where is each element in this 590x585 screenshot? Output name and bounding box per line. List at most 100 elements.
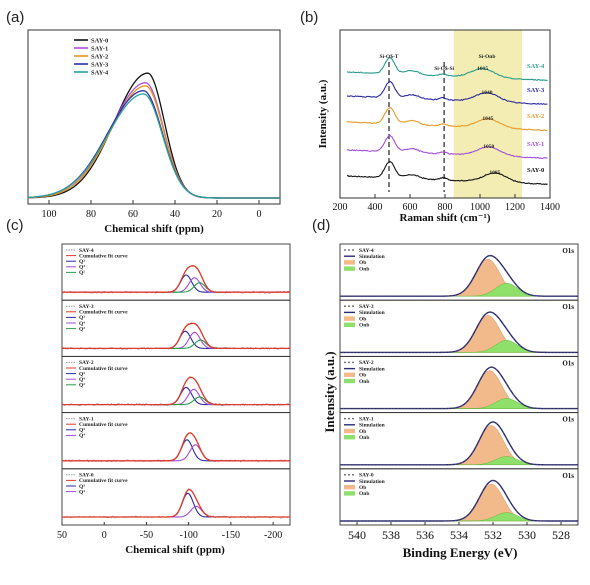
panel-d-data-point <box>570 520 572 522</box>
panel-d-data-point <box>353 408 355 410</box>
panel-d-data-point <box>366 295 368 297</box>
panel-c-cumulative-fit <box>62 265 290 293</box>
panel-d-data-point <box>346 295 348 297</box>
panel-d-data-point <box>492 421 494 423</box>
panel-d-data-point <box>495 314 497 317</box>
panel-d-data-point <box>502 377 504 380</box>
panel-d-data-point <box>475 503 477 505</box>
panel-d-data-point <box>499 372 501 375</box>
panel-d-data-point <box>461 291 463 293</box>
panel-d-data-point <box>574 408 576 410</box>
panel-c-tick-label: -100 <box>179 530 197 541</box>
panel-d-data-point <box>540 464 542 466</box>
panel-d-ob-area <box>340 370 578 409</box>
panel-d-data-point <box>342 408 344 410</box>
panel-d-data-point <box>431 351 433 353</box>
panel-c-tick-label: -150 <box>222 530 240 541</box>
panel-d-data-point <box>472 334 474 336</box>
panel-d-data-point <box>529 294 532 296</box>
panel-d-legend-swatch <box>344 361 346 364</box>
panel-d-row-frame <box>339 468 579 526</box>
panel-d-data-point <box>533 519 535 522</box>
panel-d-data-point <box>482 432 484 434</box>
panel-d-data-point <box>363 520 365 522</box>
panel-b-annotation: Si-Onb <box>479 54 496 60</box>
panel-d-data-point <box>478 322 480 324</box>
panel-b-curves: SAY-0 1085 SAY-1 1050 SAY-2 1045 SAY-3 1040 SAY-… <box>346 56 548 186</box>
panel-d-data-point <box>567 408 569 410</box>
panel-d-tick-label: 538 <box>382 528 400 542</box>
panel-d-data-point <box>393 295 395 297</box>
panel-d-data-point <box>390 408 392 410</box>
panel-d-data-point <box>434 407 436 410</box>
panel-d-data-point <box>421 408 423 410</box>
panel-d-data-point <box>526 349 528 351</box>
panel-d-data-point <box>431 520 433 522</box>
panel-d-data-point <box>506 328 508 330</box>
panel-d-legend-swatch <box>344 491 355 496</box>
panel-d-data-point <box>546 351 549 353</box>
panel-d-data-point <box>397 464 399 466</box>
panel-b-peak-label: 1015 <box>477 66 488 72</box>
panel-d-data-point <box>526 405 528 407</box>
panel-d-data-point <box>342 295 344 297</box>
panel-d-data-point <box>444 351 446 353</box>
panel-d-data-point <box>546 520 549 522</box>
panel-d-data-point <box>536 295 538 297</box>
panel-d-data-point <box>506 437 508 440</box>
panel-a-legend-label: SAY-0 <box>91 37 108 44</box>
panel-d-data-point <box>342 520 344 522</box>
panel-d-data-point <box>444 407 446 410</box>
panel-d-legend-swatch <box>348 361 350 364</box>
panel-c-legend-label: Cumulative fit curve <box>79 310 128 316</box>
panel-c-legend-label: Q² <box>79 383 85 389</box>
panel-b-annotation: Si-O$-Si <box>434 65 454 72</box>
panel-d-data-point <box>359 295 361 297</box>
panel-d-data-point <box>523 291 525 293</box>
panel-c-x-ticks: 50 0 -50 -100 -150 -200 <box>57 522 282 541</box>
panel-b-tick-label: 600 <box>403 202 418 213</box>
panel-d-legend-label: Ob <box>359 260 366 266</box>
panel-d-data-point <box>383 295 385 297</box>
panel-d-data-point <box>482 260 484 262</box>
panel-d-data-point <box>482 374 484 376</box>
panel-d-data-point <box>359 464 361 466</box>
panel-d-data-point <box>465 459 467 461</box>
panel-d-row-frame <box>339 412 579 470</box>
panel-d: O1sSAY-4SimulationObOnbO1sSAY-3Simulatio… <box>322 243 579 560</box>
panel-d-legend-swatch <box>344 316 355 321</box>
panel-d-data-point <box>356 351 358 353</box>
panel-d-data-point <box>370 408 372 410</box>
panel-d-data-point <box>448 464 450 466</box>
panel-d-data-point <box>512 280 515 282</box>
panel-d-data-point <box>373 351 375 353</box>
panel-d-data-point <box>499 484 501 486</box>
panel-d-data-point <box>465 344 467 346</box>
panel-c-cumulative-fit <box>62 376 290 406</box>
panel-d-data-point <box>400 408 402 410</box>
panel-d-data-point <box>475 328 477 330</box>
panel-d-legend-swatch <box>344 249 346 251</box>
panel-d-data-point <box>570 295 572 297</box>
panel-d-data-point <box>519 457 521 460</box>
panel-d-data-point <box>574 520 576 522</box>
panel-d-data-point <box>516 341 518 343</box>
panel-c-legend-label: Q⁴ <box>79 377 85 383</box>
panel-d-data-point <box>407 520 409 522</box>
panel-b-tick-label: 1400 <box>540 202 560 213</box>
panel-d-data-point <box>478 265 480 268</box>
panel-d-legend-swatch <box>344 266 355 271</box>
panel-d-simulation <box>340 254 578 297</box>
panel-d-data-point <box>441 464 443 466</box>
panel-d-ob-area <box>340 315 578 353</box>
panel-d-data-point <box>499 261 501 264</box>
panel-d-data-point <box>553 351 555 353</box>
panel-d-data-point <box>458 406 460 408</box>
panel-d-data-point <box>363 351 365 353</box>
panel-d-legend-swatch <box>348 249 350 251</box>
panel-d-legend-label: Simulation <box>359 310 385 316</box>
panel-d-data-point <box>366 520 368 522</box>
panel-d-legend-swatch <box>344 260 355 265</box>
panel-d-data-point <box>393 408 395 410</box>
panel-d-legend-label: Simulation <box>359 254 385 260</box>
